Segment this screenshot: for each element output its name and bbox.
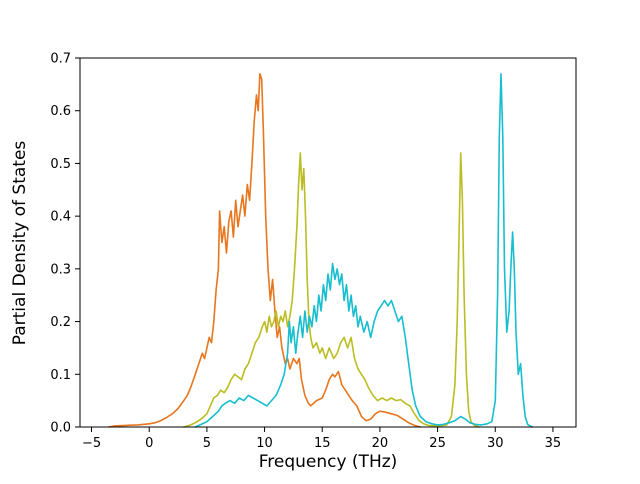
y-axis-label: Partial Density of States bbox=[10, 141, 30, 346]
x-tick-label: 20 bbox=[372, 436, 389, 451]
x-tick-label: 30 bbox=[487, 436, 504, 451]
x-axis-label: Frequency (THz) bbox=[259, 452, 398, 472]
orange-series bbox=[108, 73, 422, 428]
x-tick-label: 10 bbox=[256, 436, 273, 451]
y-tick-label: 0.3 bbox=[50, 262, 71, 277]
x-tick-label: 25 bbox=[429, 436, 446, 451]
x-tick-label: −5 bbox=[82, 436, 101, 451]
cyan-series bbox=[194, 73, 534, 428]
y-tick-label: 0.5 bbox=[50, 157, 71, 172]
x-tick-label: 5 bbox=[203, 436, 211, 451]
olive-series bbox=[183, 152, 480, 428]
y-tick-label: 0.4 bbox=[50, 210, 71, 225]
x-tick-label: 0 bbox=[145, 436, 153, 451]
y-tick-label: 0.0 bbox=[50, 421, 71, 436]
y-tick-label: 0.2 bbox=[50, 315, 71, 330]
y-tick-label: 0.1 bbox=[50, 368, 71, 383]
x-tick-label: 15 bbox=[314, 436, 331, 451]
x-tick-label: 35 bbox=[545, 436, 562, 451]
y-tick-label: 0.7 bbox=[50, 52, 71, 67]
axes-frame bbox=[79, 57, 577, 428]
y-tick-label: 0.6 bbox=[50, 104, 71, 119]
